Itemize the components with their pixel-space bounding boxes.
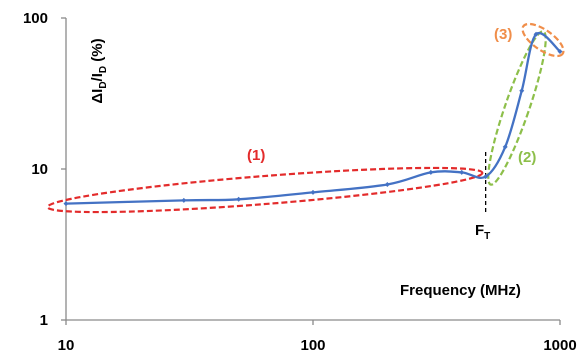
region-2-ellipse [487, 30, 547, 186]
data-point [236, 196, 242, 202]
region-2-label: (2) [518, 149, 536, 166]
x-axis-label: Frequency (MHz) [400, 282, 521, 299]
x-tick-label: 1000 [543, 337, 576, 354]
data-point [519, 88, 525, 94]
region-3-ellipse [521, 22, 565, 58]
region-1-label: (1) [247, 147, 265, 164]
y-tick-label: 1 [40, 312, 48, 329]
y-tick-label: 10 [31, 161, 48, 178]
region-1-ellipse [46, 166, 484, 214]
data-point [459, 169, 465, 175]
y-tick-label: 100 [23, 10, 48, 27]
data-point [533, 31, 539, 37]
region-3-label: (3) [494, 26, 512, 43]
data-point [502, 144, 508, 150]
data-point [310, 189, 316, 195]
x-tick-label: 10 [58, 337, 75, 354]
axis-ticks: 10 100 1000 1 10 100 [23, 10, 577, 354]
y-axis-label: ΔID/ID (%) [89, 38, 109, 104]
ft-label: FT [475, 222, 491, 242]
data-point [384, 181, 390, 187]
data-point [63, 201, 69, 207]
data-point [483, 174, 489, 180]
data-point [557, 48, 563, 54]
x-tick-label: 100 [300, 337, 325, 354]
data-point [428, 169, 434, 175]
series-points [63, 31, 563, 207]
data-point [181, 197, 187, 203]
